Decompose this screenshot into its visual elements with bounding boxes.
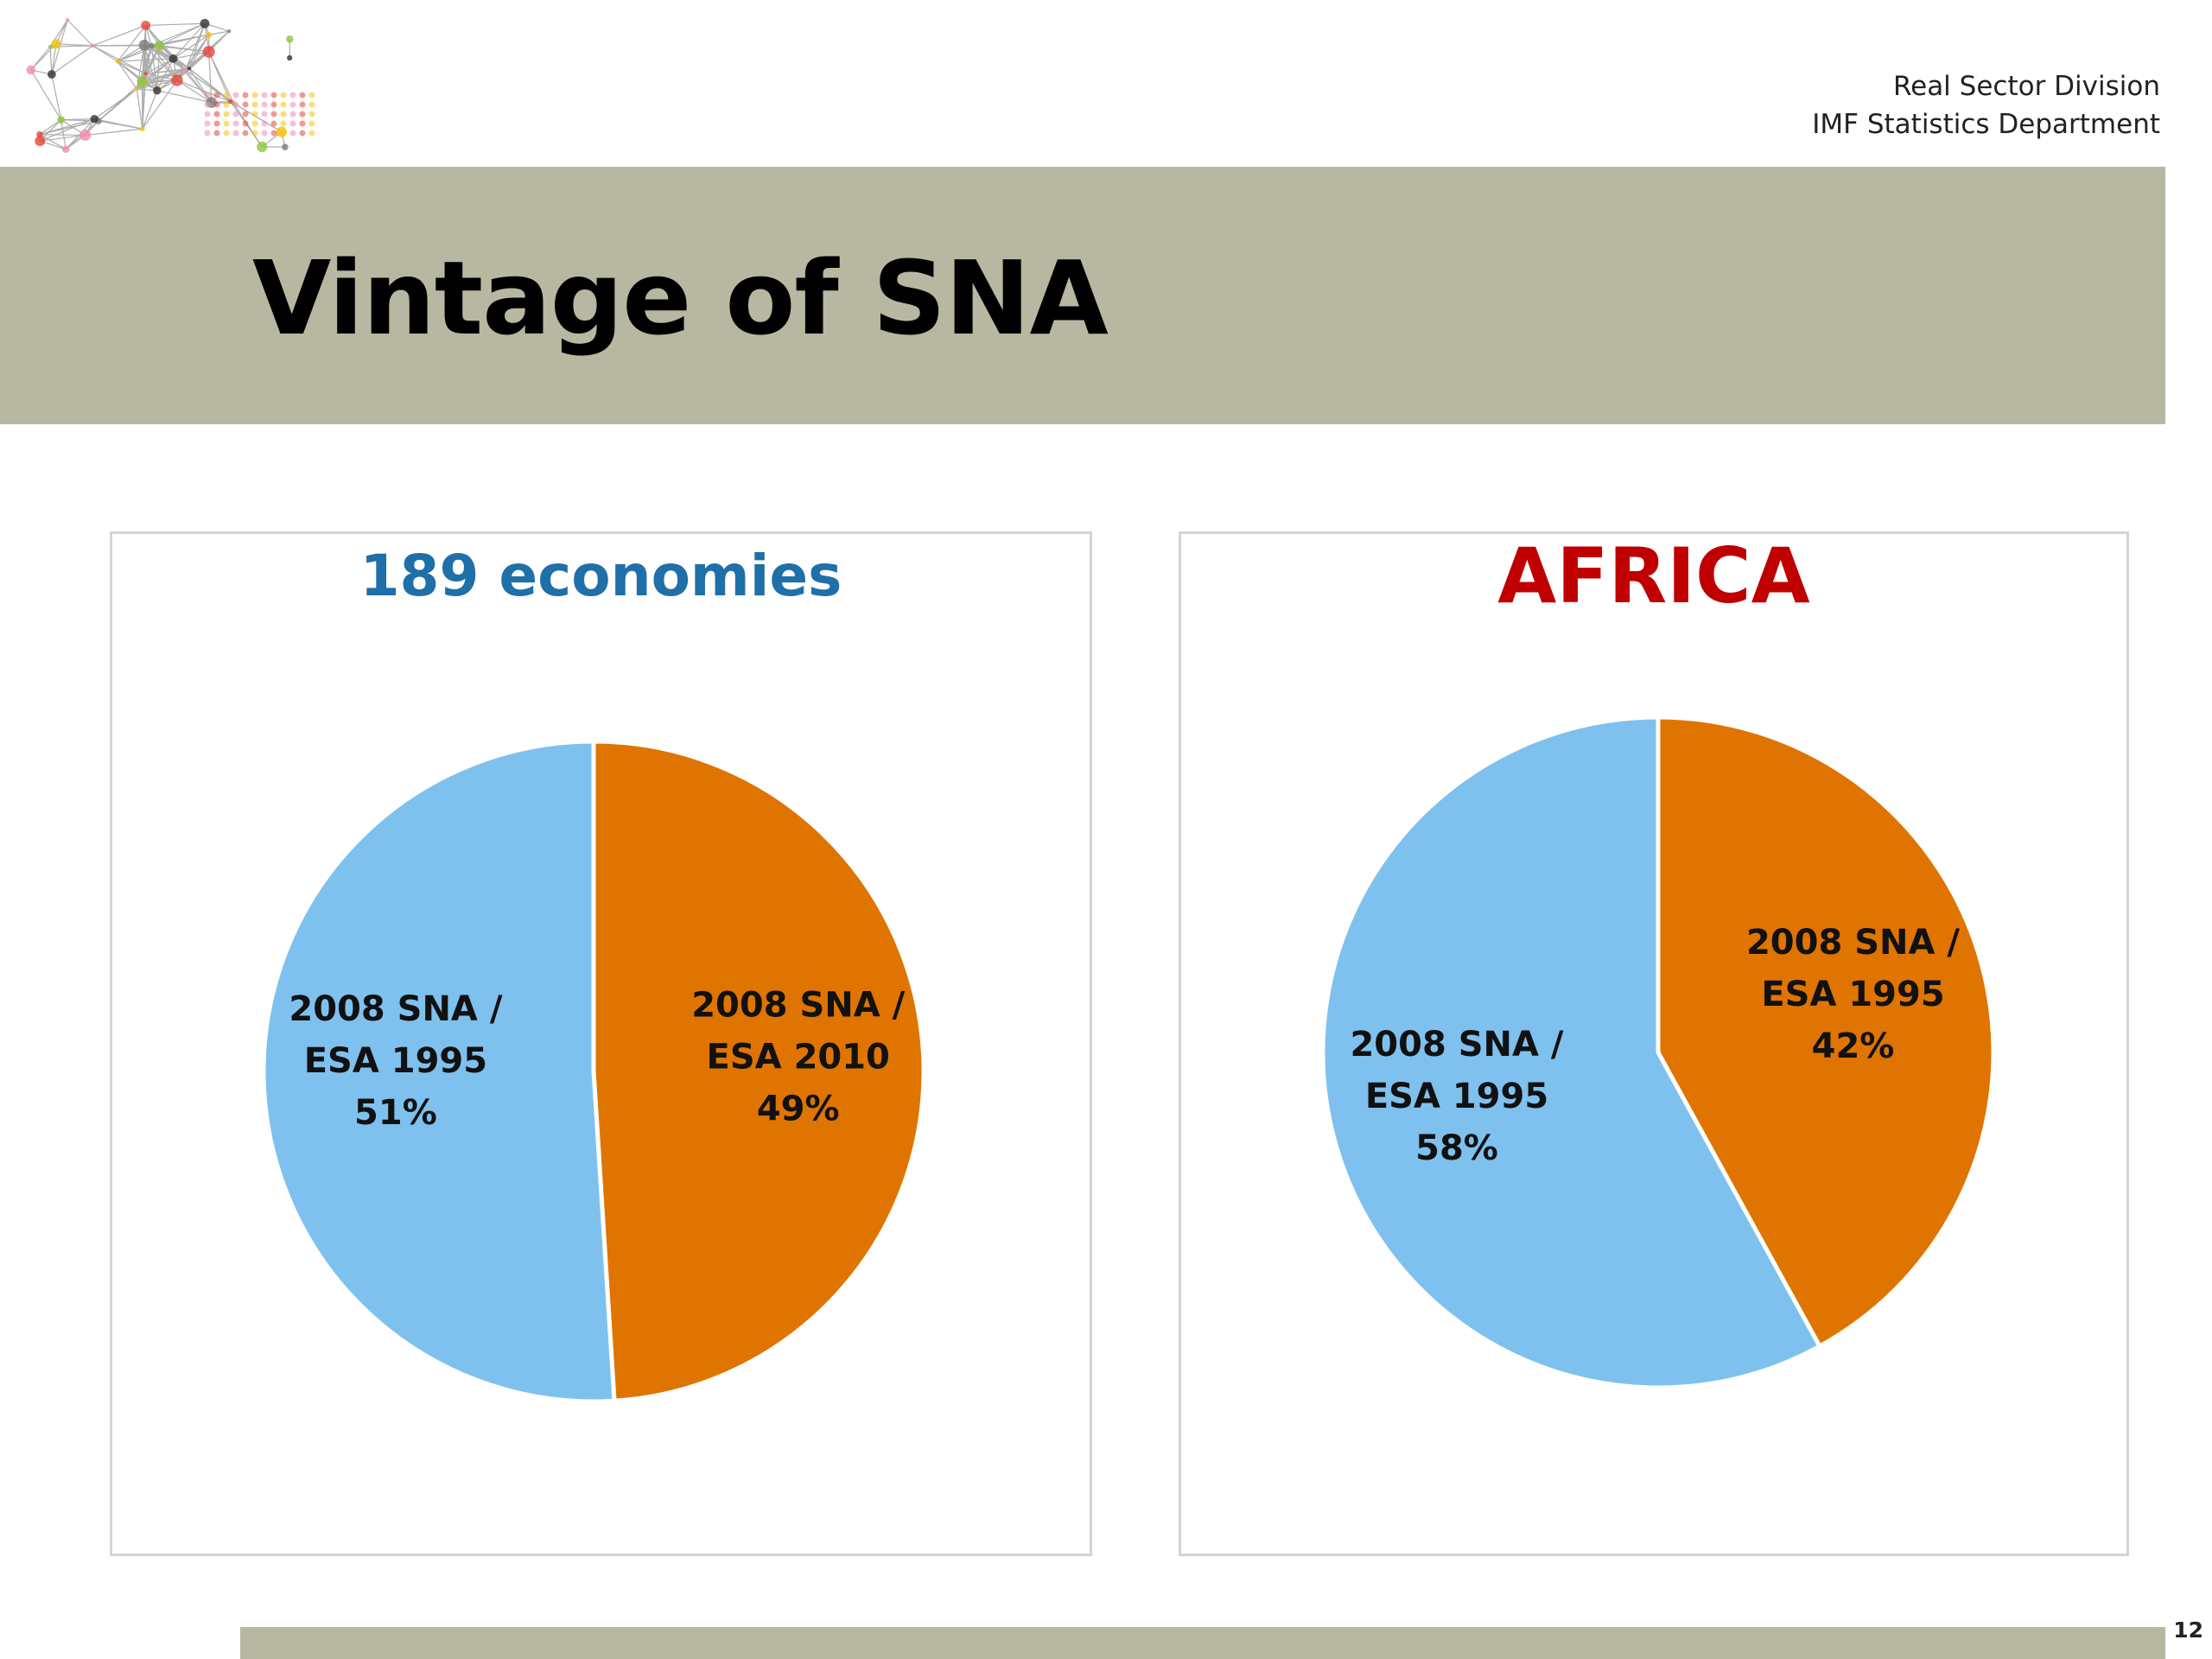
pie-slice-1 (591, 739, 926, 1403)
slice-percentage: 51% (354, 1093, 437, 1133)
slice-category-text: 2008 SNA / (1350, 1025, 1563, 1065)
slice-label-2: 2008 SNA / ESA 1995 58% (1350, 1025, 1563, 1168)
title-band (0, 167, 2165, 424)
footer-band (240, 1627, 2165, 1659)
network-dots-logo-icon (26, 17, 315, 153)
pie-slice-2 (261, 739, 617, 1404)
pie-chart-africa: AFRICA 2008 SNA / ESA 1995 42% 2008 SNA / ES… (1179, 531, 2129, 1556)
pie-plot-area: 2008 SNA / ESA 1995 42% 2008 SNA / ESA 1995 5… (1320, 715, 1996, 1390)
slice-percentage: 49% (757, 1090, 840, 1129)
pie-slice-2 (1320, 715, 1823, 1390)
slice-category-text: 2008 SNA / (691, 986, 905, 1026)
slice-category-text: 2008 SNA / (1746, 923, 1960, 963)
pie-chart-189-economies: 189 economies 2008 SNA / ESA 2010 49% 2008 … (110, 531, 1092, 1556)
slice-label-2: 2008 SNA / ESA 1995 51% (289, 989, 502, 1133)
chart-title: 189 economies (359, 543, 842, 609)
slice-label-1: 2008 SNA / ESA 2010 49% (691, 986, 905, 1129)
page-number: 12 (2173, 1618, 2203, 1643)
slice-category-text: ESA 1995 (304, 1041, 487, 1081)
slice-percentage: 58% (1415, 1128, 1498, 1168)
pie-plot-area: 2008 SNA / ESA 2010 49% 2008 SNA / ESA 1995 5… (261, 739, 926, 1404)
slice-category-text: ESA 1995 (1365, 1077, 1548, 1116)
organization-header: Real Sector Division IMF Statistics Depa… (1812, 67, 2160, 143)
department-name: IMF Statistics Department (1812, 109, 2160, 140)
slice-category-text: ESA 2010 (707, 1038, 890, 1077)
chart-title: AFRICA (1497, 531, 1810, 620)
slide-title: Vintage of SNA (252, 238, 1109, 358)
slice-category-text: 2008 SNA / (289, 989, 502, 1029)
slice-label-1: 2008 SNA / ESA 1995 42% (1746, 923, 1960, 1066)
division-name: Real Sector Division (1892, 71, 2160, 102)
pie-slice-1 (1656, 715, 1996, 1350)
slice-percentage: 42% (1812, 1027, 1895, 1066)
slice-category-text: ESA 1995 (1761, 975, 1944, 1014)
